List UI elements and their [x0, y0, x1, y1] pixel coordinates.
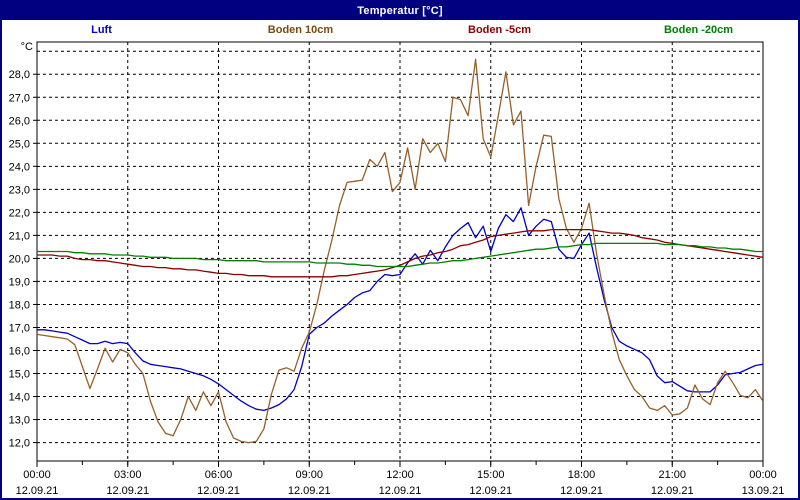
series-line-luft [37, 207, 763, 412]
x-tick-date-label: 12.09.21 [106, 485, 149, 497]
x-tick-time-label: 00:00 [749, 469, 777, 481]
y-tick-label: 20,0 [9, 253, 30, 265]
x-tick-date-label: 13.09.21 [742, 485, 785, 497]
y-tick-label: 14,0 [9, 392, 30, 404]
series-line-boden-20cm [37, 242, 763, 268]
series-line-boden-5cm [37, 228, 763, 278]
x-tick-time-label: 00:00 [23, 469, 51, 481]
y-tick-label: 17,0 [9, 322, 30, 334]
x-tick-time-label: 09:00 [295, 469, 323, 481]
y-tick-label: 25,0 [9, 138, 30, 150]
title-bar: Temperatur [°C] [2, 2, 798, 20]
x-tick-date-label: 12.09.21 [288, 485, 331, 497]
y-tick-label: 18,0 [9, 299, 30, 311]
y-tick-label: 26,0 [9, 115, 30, 127]
y-tick-label: 23,0 [9, 184, 30, 196]
legend-item-luft: Luft [91, 24, 112, 36]
y-tick-label: 27,0 [9, 92, 30, 104]
x-tick-time-label: 12:00 [386, 469, 414, 481]
x-tick-time-label: 18:00 [568, 469, 596, 481]
y-tick-label: 15,0 [9, 369, 30, 381]
legend-item-boden-5cm: Boden -5cm [468, 24, 531, 36]
chart-legend: Luft Boden 10cm Boden -5cm Boden -20cm [2, 20, 798, 40]
x-tick-date-label: 12.09.21 [197, 485, 240, 497]
series-line-boden-10cm [37, 58, 763, 444]
x-tick-date-label: 12.09.21 [16, 485, 59, 497]
y-tick-label: 16,0 [9, 345, 30, 357]
x-tick-time-label: 21:00 [658, 469, 686, 481]
legend-item-boden-10cm: Boden 10cm [267, 24, 334, 36]
x-tick-date-label: 12.09.21 [469, 485, 512, 497]
y-tick-label: 21,0 [9, 230, 30, 242]
x-tick-time-label: 06:00 [205, 469, 233, 481]
y-tick-label: 28,0 [9, 69, 30, 81]
y-tick-label: 22,0 [9, 207, 30, 219]
legend-item-boden-20cm: Boden -20cm [663, 24, 734, 36]
chart-canvas: °C 28,0 27,0 26,0 25,0 24,0 23,0 22,0 21,0 20,0 19… [9, 41, 785, 497]
x-tick-time-label: 15:00 [477, 469, 505, 481]
x-tick-time-label: 03:00 [114, 469, 142, 481]
y-tick-label: 19,0 [9, 276, 30, 288]
x-tick-date-label: 12.09.21 [379, 485, 422, 497]
x-tick-date-label: 12.09.21 [560, 485, 603, 497]
y-tick-label: 12,0 [9, 438, 30, 450]
y-tick-label: 24,0 [9, 161, 30, 173]
x-tick-date-label: 12.09.21 [651, 485, 694, 497]
page-title: Temperatur [°C] [357, 5, 443, 17]
y-tick-label: 13,0 [9, 415, 30, 427]
y-axis-unit-label: °C [21, 41, 33, 53]
